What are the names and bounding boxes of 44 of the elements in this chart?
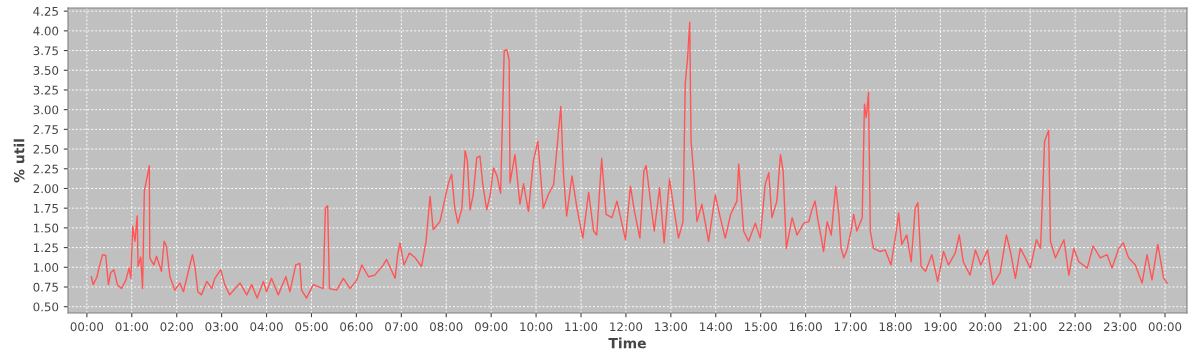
y-axis-title: % util xyxy=(13,139,25,183)
x-tick-label: 09:00 xyxy=(474,322,508,332)
y-tick-label: 4.25 xyxy=(33,6,58,16)
x-tick-label: 16:00 xyxy=(789,322,822,332)
x-tick-label: 00:00 xyxy=(70,322,104,332)
x-tick-label: 21:00 xyxy=(1014,322,1047,332)
x-tick-label: 14:00 xyxy=(700,322,732,332)
y-tick-label: 4.00 xyxy=(33,26,59,36)
x-tick-label: 10:00 xyxy=(520,322,553,332)
x-tick-label: 15:00 xyxy=(744,322,777,332)
x-tick-label: 01:00 xyxy=(115,322,149,332)
y-tick-label: 3.75 xyxy=(33,46,58,56)
x-tick-label: 04:00 xyxy=(250,322,283,332)
line-series xyxy=(90,21,1168,299)
y-tick-label: 2.50 xyxy=(33,144,59,154)
y-tick-label: 0.50 xyxy=(33,302,59,312)
x-tick-label: 12:00 xyxy=(610,322,643,332)
y-tick-label: 2.00 xyxy=(33,184,59,194)
x-tick-label: 17:00 xyxy=(834,322,867,332)
y-tick-label: 1.25 xyxy=(33,243,58,253)
x-tick-label: 19:00 xyxy=(924,322,957,332)
x-tick-label: 18:00 xyxy=(879,322,912,332)
x-tick-label: 11:00 xyxy=(565,322,598,332)
x-tick-label: 13:00 xyxy=(655,322,688,332)
x-tick-label: 03:00 xyxy=(205,322,238,332)
y-tick-label: 1.50 xyxy=(33,223,59,233)
x-tick-label: 23:00 xyxy=(1103,322,1137,332)
x-tick-label: 00:00 xyxy=(1148,322,1182,332)
y-tick-label: 3.00 xyxy=(33,105,59,115)
x-tick-label: 02:00 xyxy=(160,322,193,332)
y-tick-label: 2.75 xyxy=(33,125,58,135)
x-tick-label: 07:00 xyxy=(385,322,418,332)
y-tick-label: 1.75 xyxy=(33,204,58,213)
x-tick-label: 22:00 xyxy=(1059,322,1092,332)
x-tick-label: 05:00 xyxy=(295,322,328,332)
y-tick-label: 3.50 xyxy=(33,65,59,75)
x-axis-title: Time xyxy=(608,337,646,349)
x-tick-label: 08:00 xyxy=(430,322,463,332)
x-tick-label: 06:00 xyxy=(340,322,373,332)
y-tick-label: 3.25 xyxy=(33,85,58,95)
y-tick-label: 2.25 xyxy=(33,164,58,174)
y-tick-label: 0.75 xyxy=(33,282,58,292)
y-tick-label: 1.00 xyxy=(33,263,59,272)
x-tick-label: 20:00 xyxy=(969,322,1002,332)
